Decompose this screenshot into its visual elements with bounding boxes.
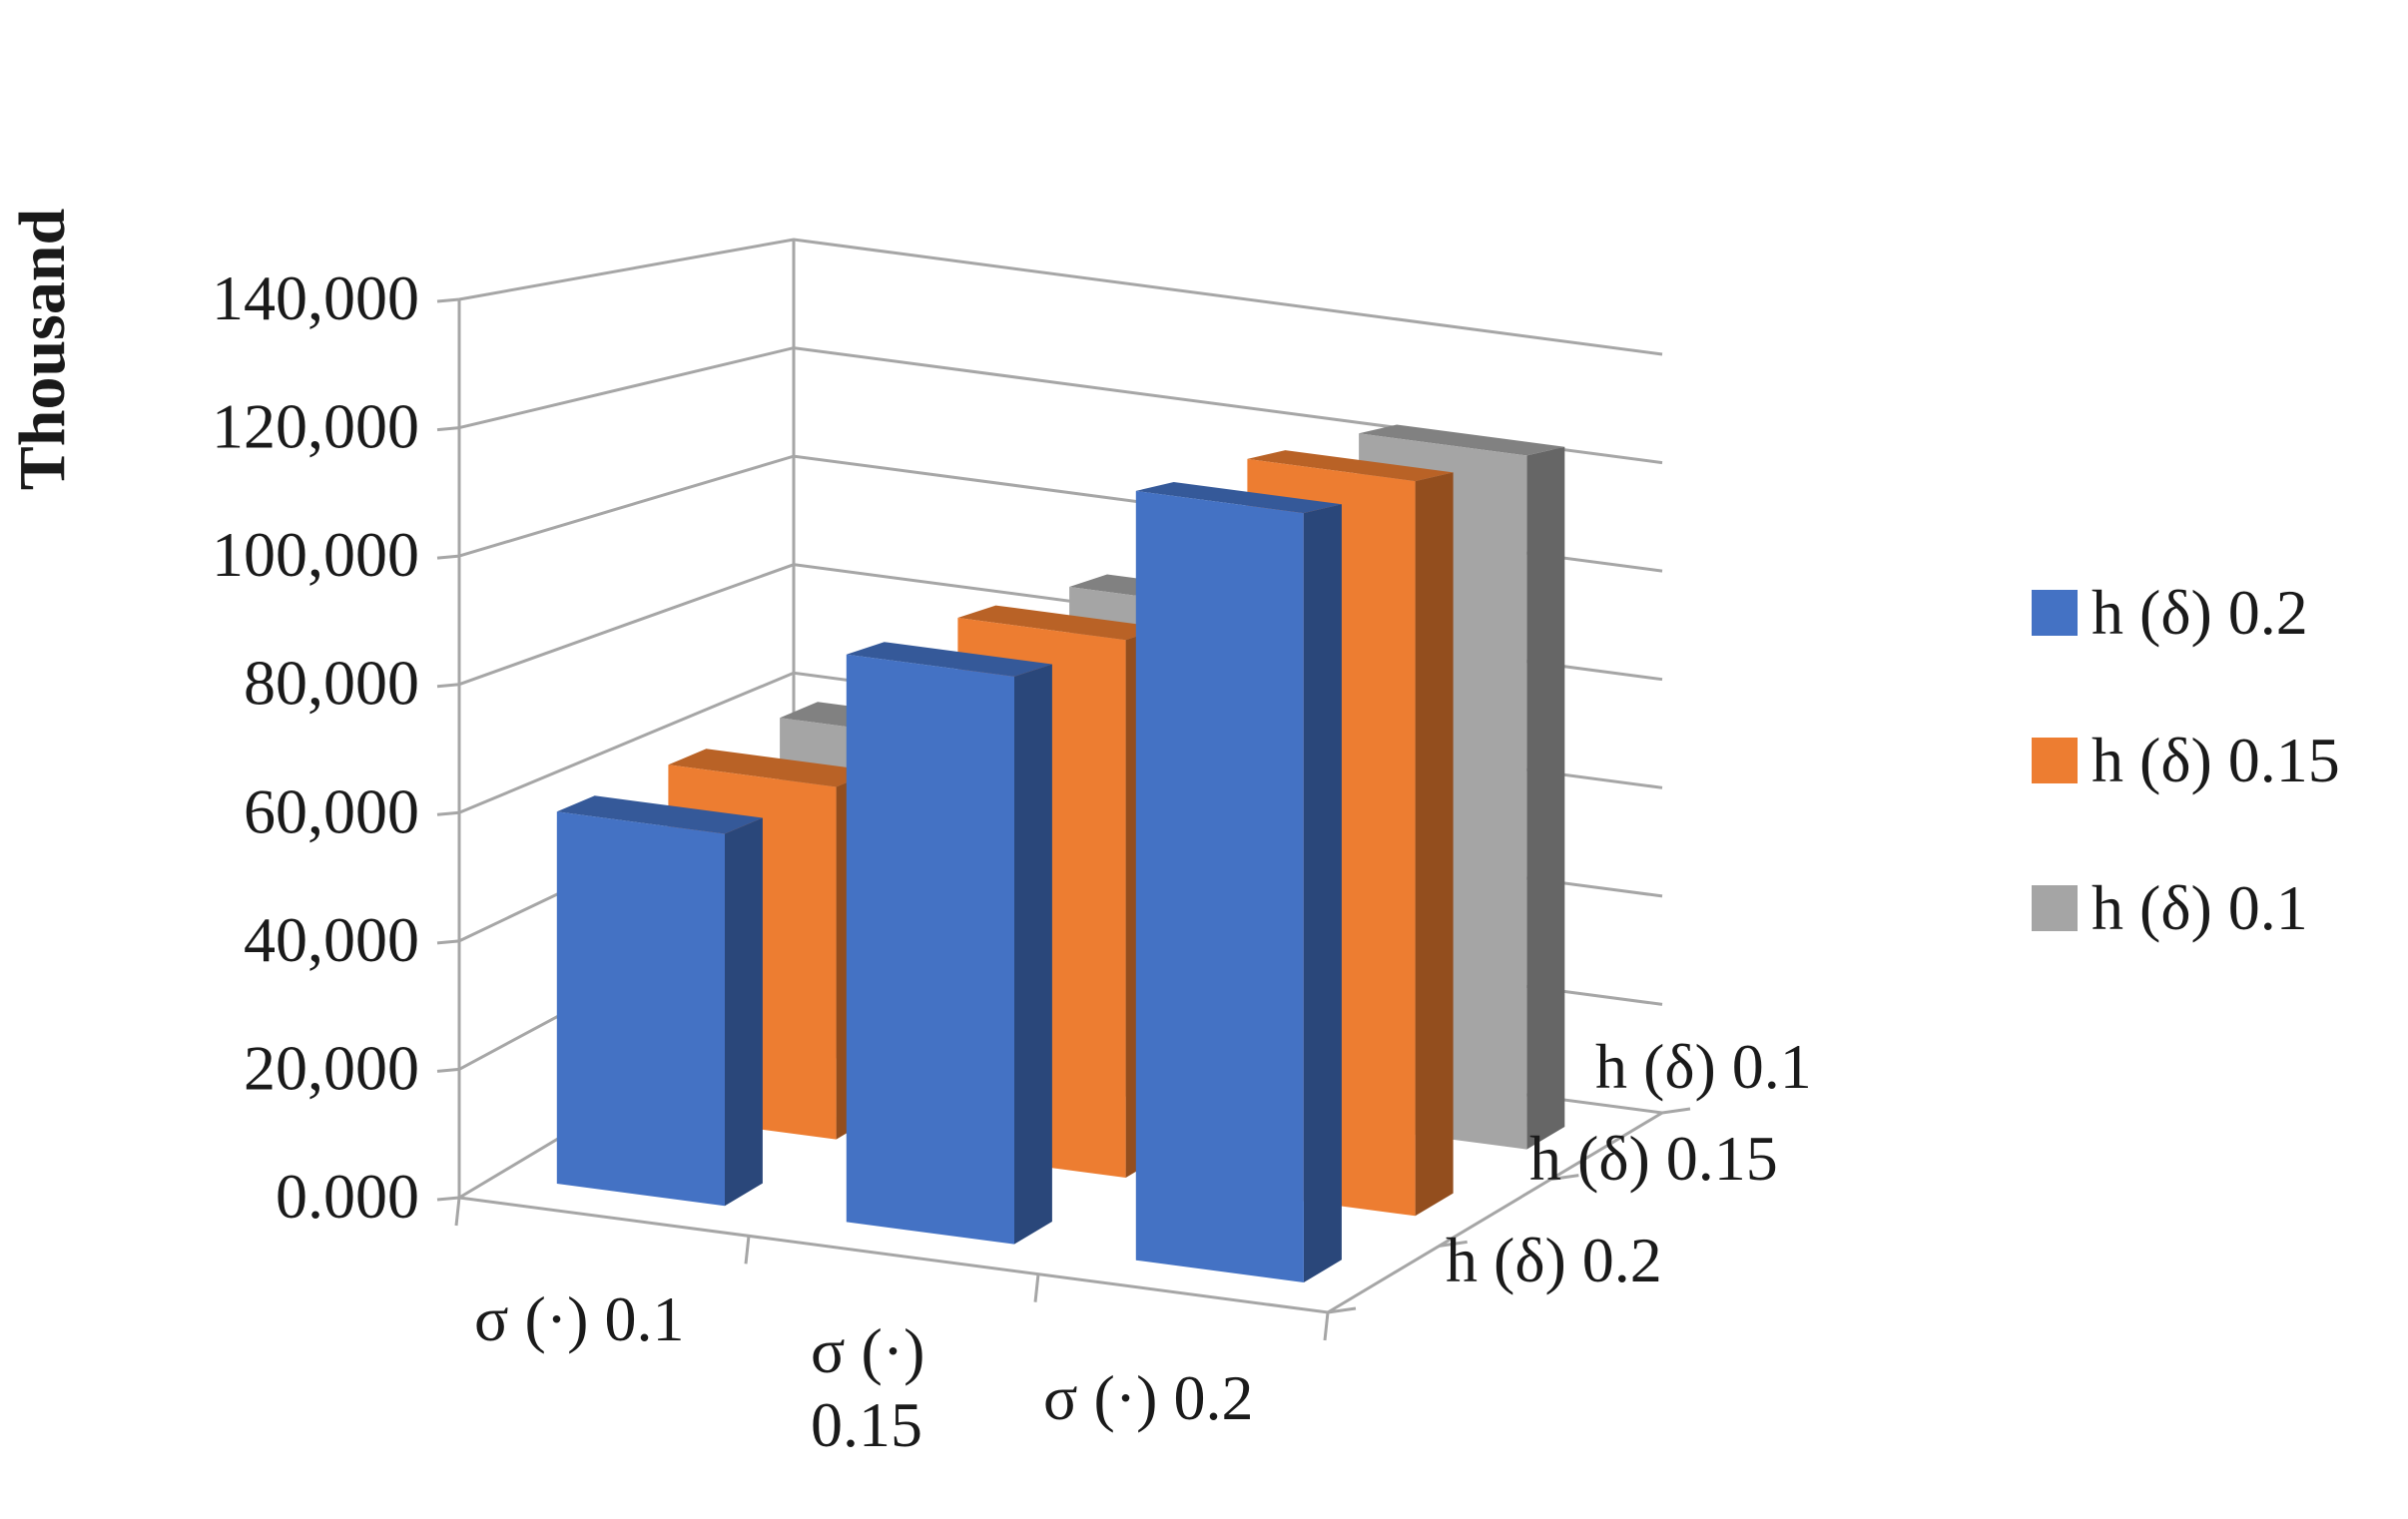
bar-h-0-2-1-front — [556, 811, 725, 1207]
x-category-label-1: σ (·) 0.1 — [474, 1283, 684, 1354]
chart-labels: 0.000 20,000 40,000 60,000 80,000 100,000 120,… — [6, 209, 1812, 1460]
y-tick-mark-1 — [436, 1067, 460, 1073]
z-tick-mark-2 — [1550, 1174, 1579, 1182]
bar-h-0-2-2-front — [846, 654, 1014, 1245]
bar-h-0-2-1-side — [725, 817, 763, 1207]
y-tick-mark-3 — [436, 810, 460, 816]
z-category-label-1: h (δ) 0.1 — [1595, 1031, 1812, 1102]
y-tick-label-5: 100,000 — [212, 519, 419, 590]
legend-label-h-0-2: h (δ) 0.2 — [2092, 577, 2308, 648]
bar-h-0-2-3-top — [1135, 482, 1342, 514]
legend-label-h-0-15: h (δ) 0.15 — [2092, 725, 2340, 795]
bar-h-0-15-1-top — [668, 749, 875, 787]
bar-h-0-15-3-side — [1415, 472, 1454, 1217]
y-tick-mark-2 — [436, 939, 460, 945]
bar-h-0-1-3-side — [1526, 446, 1565, 1150]
bar-h-0-2-3-front — [1135, 490, 1304, 1282]
x-category-label-3: σ (·) 0.2 — [1043, 1362, 1253, 1433]
x-category-label-3-line-1: σ (·) 0.2 — [1043, 1362, 1253, 1433]
y-tick-label-4: 80,000 — [244, 648, 419, 719]
y-tick-label-6: 120,000 — [212, 391, 419, 462]
x-category-label-1-line-1: σ (·) 0.1 — [474, 1283, 684, 1354]
y-tick-mark-7 — [436, 297, 460, 303]
y-tick-label-0: 0.000 — [276, 1161, 419, 1232]
legend-swatch-h-0-2 — [2032, 590, 2078, 636]
legend-swatch-h-0-1 — [2032, 885, 2078, 931]
bar-h-0-1-3-top — [1359, 424, 1565, 456]
y-tick-label-3: 60,000 — [244, 775, 419, 846]
legend-label-h-0-1: h (δ) 0.1 — [2092, 872, 2308, 943]
legend-item-h-0-15: h (δ) 0.15 — [2032, 725, 2340, 795]
y-tick-mark-4 — [436, 683, 460, 689]
bar-h-0-2-3-side — [1303, 504, 1342, 1282]
x-category-label-2-line-1: σ (·) — [811, 1315, 924, 1386]
y-tick-label-7: 140,000 — [212, 262, 419, 333]
z-tick-mark-3 — [1661, 1107, 1691, 1115]
z-category-label-2: h (δ) 0.15 — [1529, 1123, 1778, 1194]
legend-item-h-0-1: h (δ) 0.1 — [2032, 872, 2340, 943]
x-tick-mark-1 — [744, 1236, 751, 1265]
bar-h-0-15-3-top — [1247, 450, 1454, 482]
y-axis-title: Thousand — [6, 209, 79, 491]
bar-h-0-2-2-top — [846, 642, 1052, 677]
x-category-label-2: σ (·) 0.15 — [811, 1315, 924, 1460]
x-tick-mark-3 — [1323, 1311, 1330, 1341]
z-category-label-3: h (δ) 0.2 — [1446, 1225, 1662, 1295]
z-tick-mark-1 — [1439, 1240, 1468, 1248]
bar-h-0-15-2-top — [957, 605, 1164, 641]
z-tick-mark-0 — [1327, 1306, 1357, 1314]
x-category-label-2-line-2: 0.15 — [811, 1389, 922, 1460]
legend-item-h-0-2: h (δ) 0.2 — [2032, 577, 2340, 648]
bar-h-0-2-1-top — [556, 795, 763, 834]
y-tick-label-1: 20,000 — [244, 1032, 419, 1103]
legend: h (δ) 0.2 h (δ) 0.15 h (δ) 0.1 — [2032, 577, 2340, 1027]
y-tick-mark-6 — [436, 426, 460, 432]
x-tick-mark-0 — [454, 1197, 461, 1227]
y-tick-mark-5 — [436, 554, 460, 560]
x-tick-mark-2 — [1033, 1273, 1040, 1302]
bar-h-0-2-2-side — [1014, 664, 1052, 1245]
gridline-7 — [458, 238, 1663, 356]
y-tick-mark-0 — [436, 1196, 460, 1202]
legend-swatch-h-0-15 — [2032, 738, 2078, 783]
chart-bars — [556, 424, 1565, 1282]
y-tick-label-2: 40,000 — [244, 904, 419, 975]
